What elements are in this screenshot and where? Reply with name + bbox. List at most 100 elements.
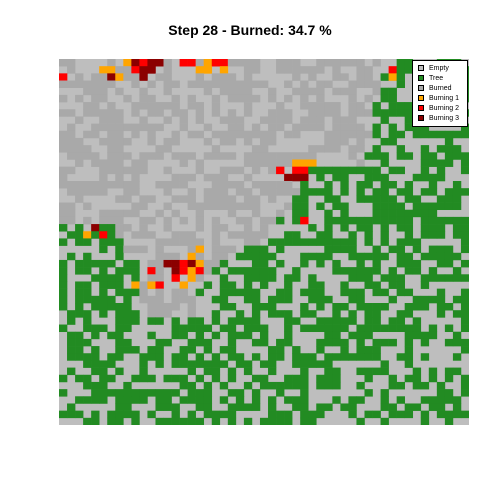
tree-cell xyxy=(388,202,397,211)
burned-cell xyxy=(67,166,76,175)
burned-cell xyxy=(227,87,237,96)
tree-cell xyxy=(235,396,245,404)
tree-cell xyxy=(243,317,253,325)
tree-cell xyxy=(131,310,140,318)
tree-cell xyxy=(460,310,469,318)
tree-cell xyxy=(179,331,188,340)
burned-cell xyxy=(131,245,140,254)
burned-cell xyxy=(268,181,277,189)
tree-cell xyxy=(396,245,405,254)
burned-cell xyxy=(59,216,68,225)
tree-cell xyxy=(388,281,397,289)
tree-cell xyxy=(460,410,469,419)
tree-cell xyxy=(380,224,389,232)
tree-cell xyxy=(203,324,213,333)
tree-cell xyxy=(444,259,454,268)
tree-cell xyxy=(404,209,414,218)
burned-cell xyxy=(171,173,180,182)
tree-cell xyxy=(316,374,325,383)
burned-cell xyxy=(59,181,68,189)
burned-cell xyxy=(139,102,148,110)
tree-cell xyxy=(324,381,333,390)
burning-3-cell xyxy=(91,224,100,232)
burned-cell xyxy=(147,216,156,225)
burned-cell xyxy=(91,80,100,89)
burned-cell xyxy=(75,152,84,160)
burned-cell xyxy=(171,137,180,146)
tree-cell xyxy=(300,195,309,203)
tree-cell xyxy=(324,338,333,347)
burning-2-cell xyxy=(179,259,188,268)
tree-cell xyxy=(59,281,68,289)
tree-cell xyxy=(284,281,293,289)
tree-cell xyxy=(372,317,381,325)
burning-2-cell xyxy=(300,216,309,225)
tree-cell xyxy=(67,367,76,376)
tree-cell xyxy=(243,360,253,368)
tree-cell xyxy=(235,403,245,411)
tree-cell xyxy=(235,252,245,261)
tree-cell xyxy=(404,252,414,261)
burned-cell xyxy=(356,80,365,89)
tree-cell xyxy=(316,238,325,246)
tree-cell xyxy=(356,181,365,189)
burned-cell xyxy=(203,123,213,132)
tree-cell xyxy=(340,346,349,354)
tree-cell xyxy=(324,181,333,189)
tree-cell xyxy=(316,202,325,211)
burned-cell xyxy=(364,66,373,74)
tree-cell xyxy=(444,324,454,333)
tree-cell xyxy=(460,324,469,333)
burned-cell xyxy=(235,188,245,196)
burned-cell xyxy=(227,73,237,81)
burned-cell xyxy=(364,73,373,81)
burned-cell xyxy=(251,195,261,203)
tree-cell xyxy=(300,181,309,189)
tree-cell xyxy=(99,274,108,282)
tree-cell xyxy=(292,381,301,390)
tree-cell xyxy=(107,295,116,304)
burned-cell xyxy=(372,59,381,67)
tree-cell xyxy=(444,245,454,254)
tree-cell xyxy=(219,396,229,404)
burned-cell xyxy=(300,87,309,96)
tree-cell xyxy=(436,259,446,268)
burned-cell xyxy=(292,152,301,160)
burned-cell xyxy=(195,116,205,124)
tree-cell xyxy=(276,389,285,397)
tree-cell xyxy=(364,267,373,275)
tree-cell xyxy=(380,360,389,368)
tree-cell xyxy=(460,188,469,196)
burned-cell xyxy=(332,109,341,117)
tree-cell xyxy=(412,367,422,376)
tree-cell xyxy=(404,374,414,383)
tree-cell xyxy=(452,353,462,361)
tree-cell xyxy=(259,417,269,425)
burned-cell xyxy=(99,137,108,146)
tree-cell xyxy=(404,403,414,411)
burned-cell xyxy=(276,66,285,74)
tree-cell xyxy=(420,123,430,132)
tree-cell xyxy=(324,403,333,411)
tree-cell xyxy=(412,324,422,333)
tree-cell xyxy=(340,353,349,361)
tree-cell xyxy=(251,396,261,404)
tree-cell xyxy=(404,224,414,232)
tree-cell xyxy=(251,324,261,333)
burned-cell xyxy=(115,137,124,146)
tree-cell xyxy=(404,116,414,124)
burning-1-cell xyxy=(147,281,156,289)
burned-cell xyxy=(147,195,156,203)
burning-2-cell xyxy=(276,166,285,175)
tree-cell xyxy=(372,145,381,153)
tree-cell xyxy=(452,188,462,196)
tree-cell xyxy=(452,403,462,411)
tree-cell xyxy=(284,396,293,404)
tree-cell xyxy=(107,281,116,289)
burned-cell xyxy=(211,80,221,89)
tree-cell xyxy=(211,417,221,425)
tree-cell xyxy=(107,224,116,232)
tree-cell xyxy=(259,274,269,282)
burned-cell xyxy=(316,116,325,124)
tree-cell xyxy=(211,410,221,419)
